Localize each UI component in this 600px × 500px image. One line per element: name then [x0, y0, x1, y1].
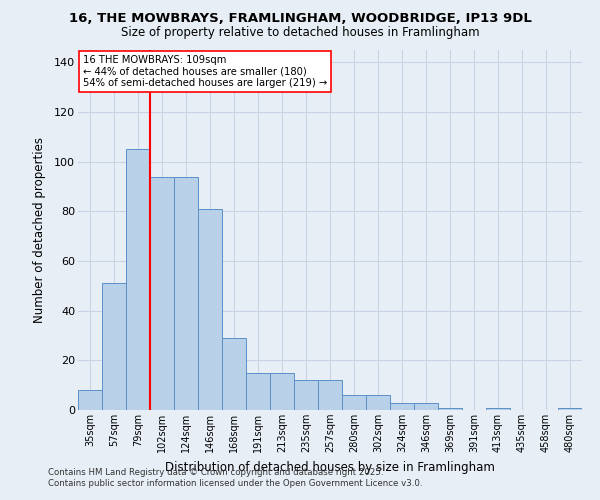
Bar	[150, 176, 174, 410]
Bar	[414, 402, 438, 410]
Bar	[438, 408, 462, 410]
Text: Size of property relative to detached houses in Framlingham: Size of property relative to detached ho…	[121, 26, 479, 39]
Bar	[558, 408, 582, 410]
Bar	[222, 338, 246, 410]
Bar	[126, 150, 150, 410]
Bar	[318, 380, 342, 410]
Bar	[102, 284, 126, 410]
Text: 16 THE MOWBRAYS: 109sqm
← 44% of detached houses are smaller (180)
54% of semi-d: 16 THE MOWBRAYS: 109sqm ← 44% of detache…	[83, 55, 327, 88]
Bar	[366, 395, 390, 410]
Bar	[342, 395, 366, 410]
Bar	[78, 390, 102, 410]
Y-axis label: Number of detached properties: Number of detached properties	[33, 137, 46, 323]
Bar	[294, 380, 318, 410]
Bar	[390, 402, 414, 410]
Bar	[270, 373, 294, 410]
Bar	[246, 373, 270, 410]
Bar	[174, 176, 198, 410]
Text: 16, THE MOWBRAYS, FRAMLINGHAM, WOODBRIDGE, IP13 9DL: 16, THE MOWBRAYS, FRAMLINGHAM, WOODBRIDG…	[68, 12, 532, 26]
Bar	[198, 209, 222, 410]
Bar	[486, 408, 510, 410]
X-axis label: Distribution of detached houses by size in Framlingham: Distribution of detached houses by size …	[165, 460, 495, 473]
Text: Contains HM Land Registry data © Crown copyright and database right 2025.
Contai: Contains HM Land Registry data © Crown c…	[48, 468, 422, 487]
